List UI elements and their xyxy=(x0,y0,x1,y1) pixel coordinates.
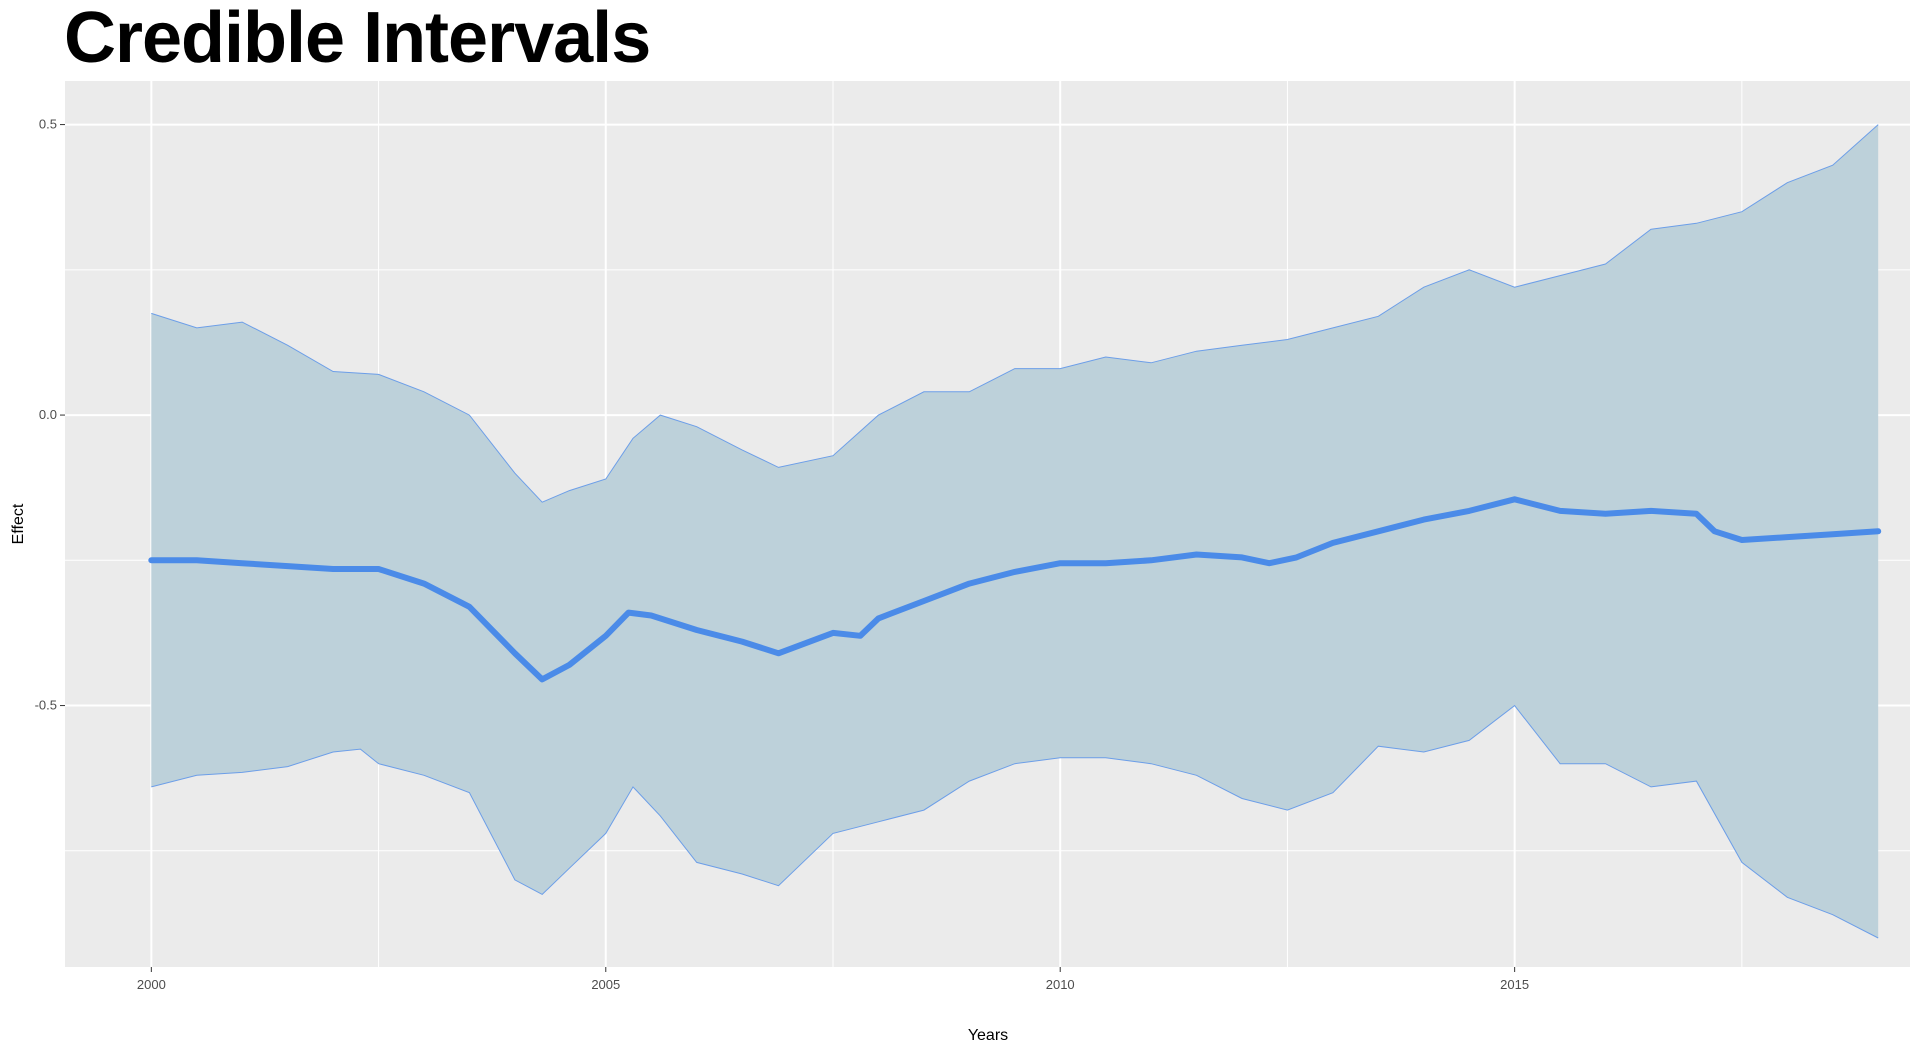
x-tick-label: 2005 xyxy=(591,977,620,992)
mean-effect-line xyxy=(148,496,1882,683)
lower-bound-line xyxy=(151,704,1879,939)
x-tick-label: 2000 xyxy=(137,977,166,992)
x-axis: 2000 2005 2010 2015 xyxy=(137,967,1529,992)
y-axis-title: Effect xyxy=(10,503,27,544)
x-axis-title: Years xyxy=(968,1027,1008,1044)
credible-interval-ribbon xyxy=(151,124,1879,939)
y-tick-label: -0.5 xyxy=(35,698,57,713)
y-tick-label: 0.5 xyxy=(39,117,57,132)
upper-bound-line xyxy=(151,124,1879,503)
x-tick-label: 2015 xyxy=(1500,977,1529,992)
x-tick-label: 2010 xyxy=(1046,977,1075,992)
y-axis: 0.5 0.0 -0.5 xyxy=(35,117,65,713)
chart-title: Credible Intervals xyxy=(64,0,651,78)
y-tick-label: 0.0 xyxy=(39,407,57,422)
